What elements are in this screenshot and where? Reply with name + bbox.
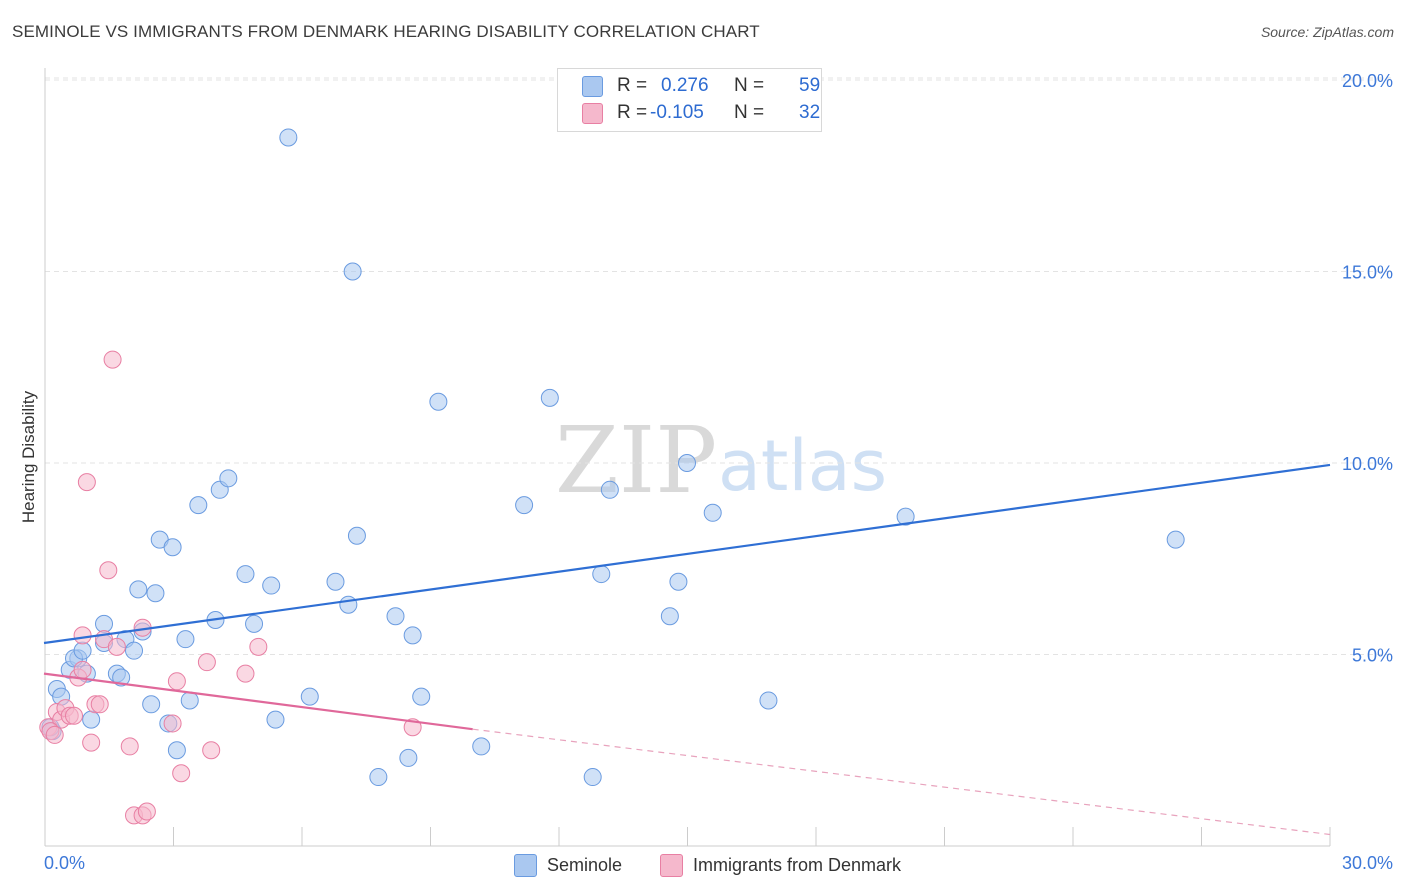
- r-key: R =: [617, 75, 648, 96]
- source-label: Source: ZipAtlas.com: [1260, 24, 1394, 40]
- seminole-point: [125, 641, 144, 660]
- seminole-point: [326, 572, 345, 591]
- seminole-swatch: [582, 76, 603, 97]
- seminole-point: [262, 576, 281, 595]
- denmark-point: [73, 660, 92, 679]
- denmark-point: [249, 637, 268, 656]
- seminole-point: [429, 392, 448, 411]
- seminole-point: [129, 580, 148, 599]
- seminole-point: [245, 614, 264, 633]
- seminole-point: [180, 691, 199, 710]
- denmark-point: [107, 637, 126, 656]
- seminole-point: [146, 584, 165, 603]
- seminole-point: [399, 748, 418, 767]
- seminole-point: [386, 607, 405, 626]
- denmark-point: [77, 473, 96, 492]
- denmark-point: [82, 733, 101, 752]
- seminole-point: [592, 565, 611, 584]
- seminole-point: [600, 480, 619, 499]
- seminole-point: [678, 454, 696, 472]
- seminole-point: [343, 262, 362, 281]
- seminole-point: [1166, 530, 1185, 549]
- legend-item-seminole: Seminole: [514, 851, 622, 879]
- seminole-point: [219, 469, 238, 488]
- denmark-trendline: [43, 672, 473, 731]
- seminole-point: [339, 595, 358, 614]
- denmark-swatch: [582, 103, 603, 124]
- denmark-point: [103, 350, 122, 369]
- stats-legend: R = 0.276 N = 59 R = -0.105 N = 32: [557, 68, 822, 132]
- denmark-point: [65, 706, 84, 725]
- seminole-point: [403, 626, 422, 645]
- legend-label-seminole: Seminole: [547, 854, 623, 875]
- seminole-point: [112, 668, 131, 687]
- seminole-point: [515, 496, 534, 515]
- r-value: 0.276: [661, 75, 709, 96]
- seminole-point: [583, 768, 602, 787]
- seminole-point: [73, 641, 92, 660]
- n-value: 59: [799, 75, 821, 96]
- y-tick-label: 5.0%: [1352, 646, 1393, 666]
- n-key: N =: [734, 75, 765, 96]
- seminole-point: [95, 614, 114, 633]
- seminole-point: [703, 503, 722, 522]
- seminole-point: [189, 496, 208, 515]
- seminole-point: [300, 687, 319, 706]
- seminole-point: [540, 388, 559, 407]
- seminole-point: [236, 565, 255, 584]
- seminole-point: [660, 607, 679, 626]
- denmark-point: [167, 672, 186, 691]
- seminole-point: [142, 695, 161, 714]
- denmark-point: [236, 664, 255, 683]
- seminole-point: [669, 572, 688, 591]
- y-tick-label: 15.0%: [1342, 263, 1393, 283]
- denmark-point: [172, 764, 191, 783]
- y-axis-label: Hearing Disability: [19, 390, 38, 523]
- seminole-point: [82, 710, 101, 729]
- denmark-point: [45, 725, 64, 744]
- legend-label-denmark: Immigrants from Denmark: [693, 854, 902, 875]
- seminole-swatch: [514, 853, 537, 877]
- denmark-point: [120, 737, 139, 756]
- legend-item-denmark: Immigrants from Denmark: [660, 851, 901, 879]
- watermark-atlas: atlas: [718, 425, 887, 507]
- series-legend: Seminole Immigrants from Denmark: [0, 851, 1406, 879]
- y-tick-label: 20.0%: [1342, 71, 1393, 91]
- n-value: 32: [799, 102, 821, 123]
- seminole-point: [896, 507, 915, 526]
- denmark-swatch: [660, 853, 683, 877]
- n-key: N =: [734, 102, 765, 123]
- denmark-point: [90, 695, 109, 714]
- x-tick-label: 30.0%: [1342, 853, 1393, 873]
- seminole-point: [412, 687, 431, 706]
- seminole-point: [266, 710, 285, 729]
- seminole-point: [167, 741, 186, 760]
- denmark-point: [163, 714, 182, 733]
- seminole-trendline: [43, 463, 1331, 645]
- seminole-point: [163, 538, 182, 557]
- denmark-trendline-extension: [472, 728, 1331, 836]
- y-tick-label: 10.0%: [1342, 454, 1393, 474]
- seminole-point: [279, 128, 298, 147]
- seminole-point: [176, 630, 195, 649]
- denmark-point: [99, 561, 118, 580]
- denmark-point: [202, 741, 221, 760]
- denmark-point: [197, 653, 216, 672]
- denmark-point: [137, 802, 156, 821]
- seminole-point: [369, 768, 388, 787]
- seminole-point: [347, 526, 366, 545]
- denmark-point: [73, 626, 92, 645]
- x-tick-label: 0.0%: [44, 853, 85, 873]
- r-value: -0.105: [650, 102, 704, 123]
- chart-title: SEMINOLE VS IMMIGRANTS FROM DENMARK HEAR…: [12, 22, 760, 41]
- seminole-point: [759, 691, 778, 710]
- r-key: R =: [617, 102, 648, 123]
- seminole-point: [472, 737, 491, 756]
